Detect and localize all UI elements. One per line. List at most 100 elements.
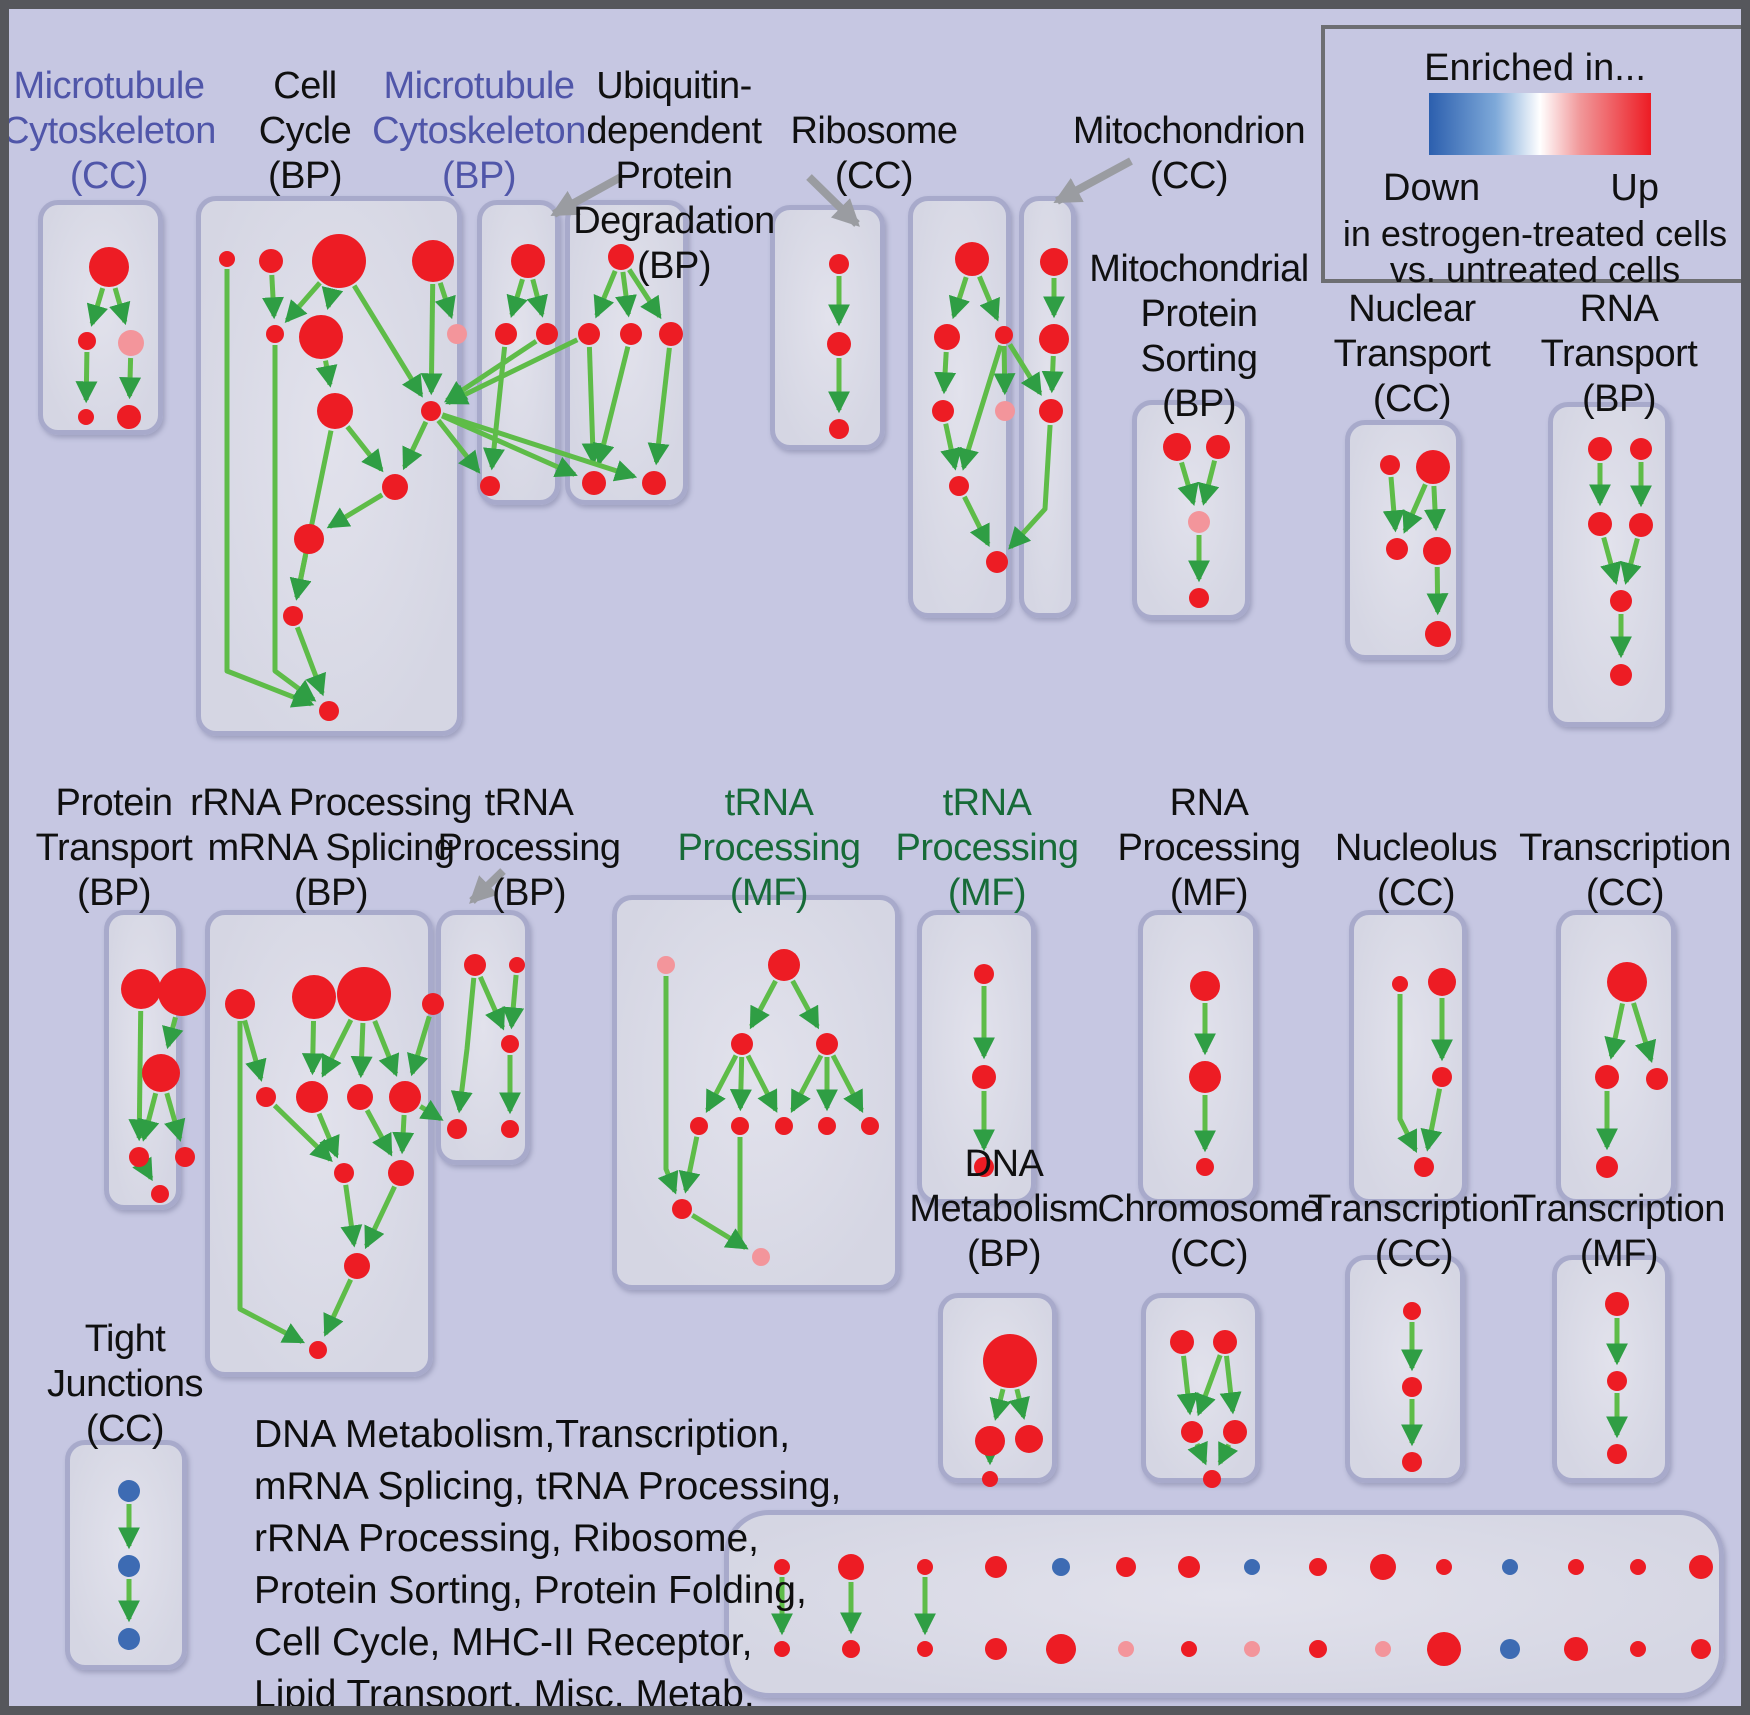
- edge-arrow: [678, 1136, 701, 1194]
- group-label-line: Degradation: [573, 200, 775, 242]
- go-term-node-red: [1595, 1065, 1619, 1089]
- group-box-trna-processing-mf-2: [917, 910, 1036, 1204]
- group-label-ubiquitin-degradation-bp: Ubiquitin-dependent Protein Degradation (BP…: [504, 64, 844, 289]
- go-term-node-red: [509, 957, 525, 973]
- group-label-line: (BP): [492, 872, 567, 914]
- edge-arrow: [506, 278, 528, 319]
- go-term-node-pink: [657, 956, 675, 974]
- go-term-node-red: [1610, 664, 1632, 686]
- go-term-node-red: [1414, 1157, 1434, 1177]
- go-term-node-red: [1189, 1061, 1221, 1093]
- go-term-node-red: [259, 249, 283, 273]
- group-label-line: Cycle: [258, 110, 352, 152]
- go-term-node-red: [309, 1341, 327, 1359]
- edge-arrow: [340, 1184, 363, 1248]
- edge-arrow: [272, 345, 317, 702]
- edge-arrow: [1600, 536, 1622, 585]
- group-box-mito-protein-sorting-bp: [1132, 400, 1250, 620]
- edge-arrow: [326, 492, 384, 529]
- edge-arrow: [402, 420, 429, 471]
- label-pointer-arrow: [1053, 157, 1133, 205]
- go-term-node-red: [337, 967, 391, 1021]
- group-label-rrna-mrna-bp: rRNA Processing mRNA Splicing (BP): [121, 781, 541, 916]
- go-term-node-red: [1607, 1444, 1627, 1464]
- edge-arrow: [364, 1185, 397, 1250]
- go-term-node-red: [982, 1471, 998, 1487]
- group-label-mitochondrion-cc: Mitochondrion (CC): [1019, 109, 1359, 199]
- edge-arrow: [420, 283, 443, 396]
- group-label-nucleolus-cc: Nucleolus (CC): [1266, 826, 1566, 916]
- edge-arrow: [790, 1054, 824, 1114]
- edge-arrow: [407, 1015, 432, 1077]
- group-label-line: (CC): [85, 1408, 165, 1450]
- go-term-node-red: [382, 474, 408, 500]
- group-box-tight-junctions-cc: [65, 1440, 187, 1670]
- note-line: Protein Sorting, Protein Folding,: [254, 1569, 807, 1612]
- go-term-node-red: [1605, 1292, 1629, 1316]
- legend-up-label: Up: [1610, 167, 1659, 209]
- go-term-node-red: [421, 401, 441, 421]
- go-term-node-red: [78, 409, 94, 425]
- edge-arrow: [1402, 483, 1428, 534]
- go-term-node-red: [1223, 1420, 1247, 1444]
- group-label-dna-metabolism-bp: DNA Metabolism (BP): [854, 1142, 1154, 1277]
- group-label-transcription-cc-1: Transcription (CC): [1465, 826, 1741, 916]
- go-term-node-pink: [995, 401, 1015, 421]
- go-term-node-red: [256, 1087, 276, 1107]
- go-term-node-red: [480, 476, 500, 496]
- group-label-chromosome-cc: Chromosome (CC): [1049, 1187, 1369, 1277]
- go-term-node-red: [1588, 437, 1612, 461]
- edge-arrow: [242, 1019, 267, 1082]
- edge-arrow: [450, 977, 477, 1114]
- group-label-line: Mitochondrion: [1072, 110, 1306, 152]
- go-term-node-red: [1629, 513, 1653, 537]
- group-label-line: (BP): [967, 1233, 1042, 1275]
- edge-arrow: [284, 281, 322, 323]
- go-term-node-red: [292, 975, 336, 1019]
- group-label-line: Microtubule: [13, 65, 205, 107]
- go-term-node-red: [1190, 971, 1220, 1001]
- go-term-node-red: [974, 964, 994, 984]
- edge-arrow: [526, 278, 548, 318]
- group-label-protein-transport-bp: Protein Transport (BP): [9, 781, 264, 916]
- group-label-line: (BP): [442, 155, 517, 197]
- edge-arrow: [1041, 355, 1064, 394]
- group-label-line: (BP): [1582, 378, 1657, 420]
- group-label-line: Junctions: [46, 1363, 204, 1405]
- edge-arrow: [445, 337, 579, 405]
- go-term-node-blue: [1500, 1639, 1520, 1659]
- group-label-line: (CC): [1374, 1233, 1454, 1275]
- go-term-node-red: [1392, 976, 1408, 992]
- go-term-node-red: [1309, 1558, 1327, 1576]
- group-label-line: (CC): [1376, 872, 1456, 914]
- go-term-node-red: [312, 234, 366, 288]
- go-term-node-red: [319, 701, 339, 721]
- edge-arrow: [957, 344, 1004, 471]
- group-label-ribosome-cc: Ribosome (CC): [724, 109, 1024, 199]
- edge-arrow: [316, 1112, 340, 1159]
- edge-arrow: [444, 339, 538, 403]
- note-line: Cell Cycle, MHC-II Receptor,: [254, 1621, 753, 1664]
- go-term-node-red: [412, 240, 454, 282]
- go-term-node-red: [690, 1117, 708, 1135]
- edge-arrow: [729, 1056, 752, 1112]
- go-term-node-red: [1163, 433, 1191, 461]
- group-label-mt-cytoskeleton-cc: Microtubule Cytoskeleton (CC): [9, 64, 279, 199]
- group-label-trna-processing-mf-1: tRNA Processing (MF): [619, 781, 919, 916]
- go-term-node-red: [932, 400, 954, 422]
- go-term-node-red: [672, 1199, 692, 1219]
- go-term-node-red: [768, 949, 800, 981]
- go-term-node-pink: [1375, 1641, 1391, 1657]
- go-term-node-red: [142, 1054, 180, 1092]
- group-label-line: Processing: [1117, 827, 1301, 869]
- go-term-node-red: [536, 323, 558, 345]
- go-term-node-red: [1691, 1639, 1711, 1659]
- go-term-node-pink: [752, 1248, 770, 1266]
- edge-arrow: [132, 1156, 154, 1182]
- go-term-node-pink: [1244, 1641, 1260, 1657]
- edge-arrow: [321, 286, 344, 311]
- edge-arrow: [323, 1278, 353, 1337]
- go-term-node-red: [1402, 1452, 1422, 1472]
- group-box-misc-cluster: [724, 1510, 1724, 1698]
- go-term-node-red: [296, 1081, 328, 1113]
